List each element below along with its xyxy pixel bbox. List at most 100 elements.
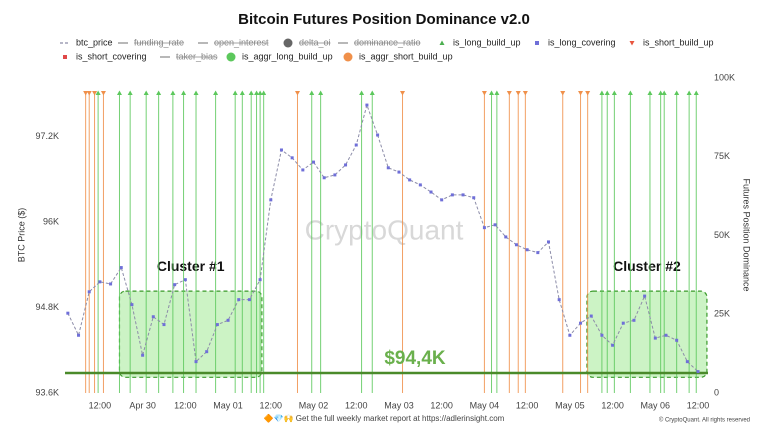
x-tick-label: May 02 xyxy=(299,400,329,410)
legend-label: open_interest xyxy=(214,37,269,47)
legend-item: is_short_covering xyxy=(63,51,147,61)
x-tick-label: May 05 xyxy=(555,400,585,410)
y-tick-label: 96K xyxy=(43,216,59,226)
price-point xyxy=(589,314,593,318)
legend-label: is_short_covering xyxy=(76,51,147,61)
signal-marker xyxy=(658,90,664,95)
legend-item: btc_price xyxy=(60,37,113,47)
legend-item: is_aggr_short_build_up xyxy=(343,51,453,62)
legend-icon xyxy=(343,52,353,62)
price-point xyxy=(279,148,283,152)
price-point xyxy=(386,166,390,170)
legend-item: taker_bias xyxy=(160,51,218,61)
price-point xyxy=(376,133,380,137)
x-tick-label: May 01 xyxy=(213,400,243,410)
legend-item: is_aggr_long_build_up xyxy=(226,51,333,62)
price-point xyxy=(418,183,422,187)
legend-item: is_long_covering xyxy=(535,37,616,47)
signal-marker xyxy=(261,90,267,95)
signal-marker xyxy=(489,90,495,95)
price-point xyxy=(130,303,134,307)
price-point xyxy=(643,294,647,298)
price-point xyxy=(322,176,326,180)
signal-marker xyxy=(693,90,699,95)
price-point xyxy=(482,226,486,230)
price-point xyxy=(226,318,230,322)
price-point xyxy=(632,318,636,322)
y2-tick-label: 75K xyxy=(714,151,730,161)
price-point xyxy=(141,353,145,357)
signal-marker xyxy=(494,90,500,95)
cluster-box xyxy=(118,290,263,378)
price-point xyxy=(525,248,529,252)
price-point xyxy=(653,336,657,340)
signal-marker xyxy=(170,90,176,95)
legend-label: funding_rate xyxy=(134,37,184,47)
price-point xyxy=(557,298,561,302)
legend-label: is_aggr_short_build_up xyxy=(359,51,453,61)
legend-icon xyxy=(439,40,445,45)
price-point xyxy=(269,198,273,202)
price-point xyxy=(194,360,198,364)
signal-marker xyxy=(213,90,219,95)
price-point xyxy=(66,311,70,315)
signal-marker xyxy=(116,90,122,95)
price-point xyxy=(77,333,81,337)
price-point xyxy=(87,290,91,294)
signal-marker xyxy=(318,90,324,95)
support-label: $94,4K xyxy=(384,348,446,369)
legend-label: is_short_build_up xyxy=(643,37,714,47)
y-tick-label: 97.2K xyxy=(35,131,59,141)
price-point xyxy=(162,323,166,327)
legend-item: funding_rate xyxy=(118,37,185,47)
price-point xyxy=(440,198,444,202)
legend-icon xyxy=(283,38,293,48)
legend-item: is_short_build_up xyxy=(629,37,714,47)
signal-marker xyxy=(92,91,98,96)
price-point xyxy=(173,283,177,287)
signal-marker xyxy=(400,91,406,96)
price-point xyxy=(333,173,337,177)
x-tick-label: 12:00 xyxy=(174,400,197,410)
x-tick-label: 12:00 xyxy=(89,400,112,410)
copyright: © CryptoQuant. All rights reserved xyxy=(659,417,750,424)
signal-marker xyxy=(515,91,521,96)
price-point xyxy=(579,321,583,325)
signal-marker xyxy=(181,90,187,95)
price-point xyxy=(354,143,358,147)
y-tick-label: 93.6K xyxy=(35,387,59,397)
x-tick-label: 12:00 xyxy=(516,400,539,410)
signal-marker xyxy=(661,90,667,95)
legend-label: dominance_ratio xyxy=(354,37,421,47)
signal-marker xyxy=(611,90,617,95)
signal-marker xyxy=(522,91,528,96)
x-tick-label: 12:00 xyxy=(260,400,283,410)
chart-title: Bitcoin Futures Position Dominance v2.0 xyxy=(238,11,530,28)
signal-marker xyxy=(127,90,133,95)
legend-icon xyxy=(629,41,635,46)
price-point xyxy=(183,278,187,282)
legend-icon xyxy=(226,52,236,62)
signal-marker xyxy=(369,90,375,95)
signal-marker xyxy=(156,90,162,95)
price-point xyxy=(109,282,113,286)
legend-item: is_long_build_up xyxy=(439,37,521,47)
signal-marker xyxy=(257,90,263,95)
price-point xyxy=(675,338,679,342)
price-point xyxy=(258,278,262,282)
x-tick-label: Apr 30 xyxy=(129,400,156,410)
legend-icon xyxy=(63,55,67,59)
signal-marker xyxy=(248,90,254,95)
price-point xyxy=(119,266,123,270)
legend-label: is_aggr_long_build_up xyxy=(242,51,333,61)
price-point xyxy=(344,163,348,167)
price-point xyxy=(514,243,518,247)
signal-marker xyxy=(100,91,106,96)
cluster-label: Cluster #2 xyxy=(613,258,681,274)
signal-marker xyxy=(627,90,633,95)
y-tick-label: 94.8K xyxy=(35,302,59,312)
signal-marker xyxy=(254,90,260,95)
x-tick-label: 12:00 xyxy=(345,400,368,410)
signal-marker xyxy=(604,90,610,95)
